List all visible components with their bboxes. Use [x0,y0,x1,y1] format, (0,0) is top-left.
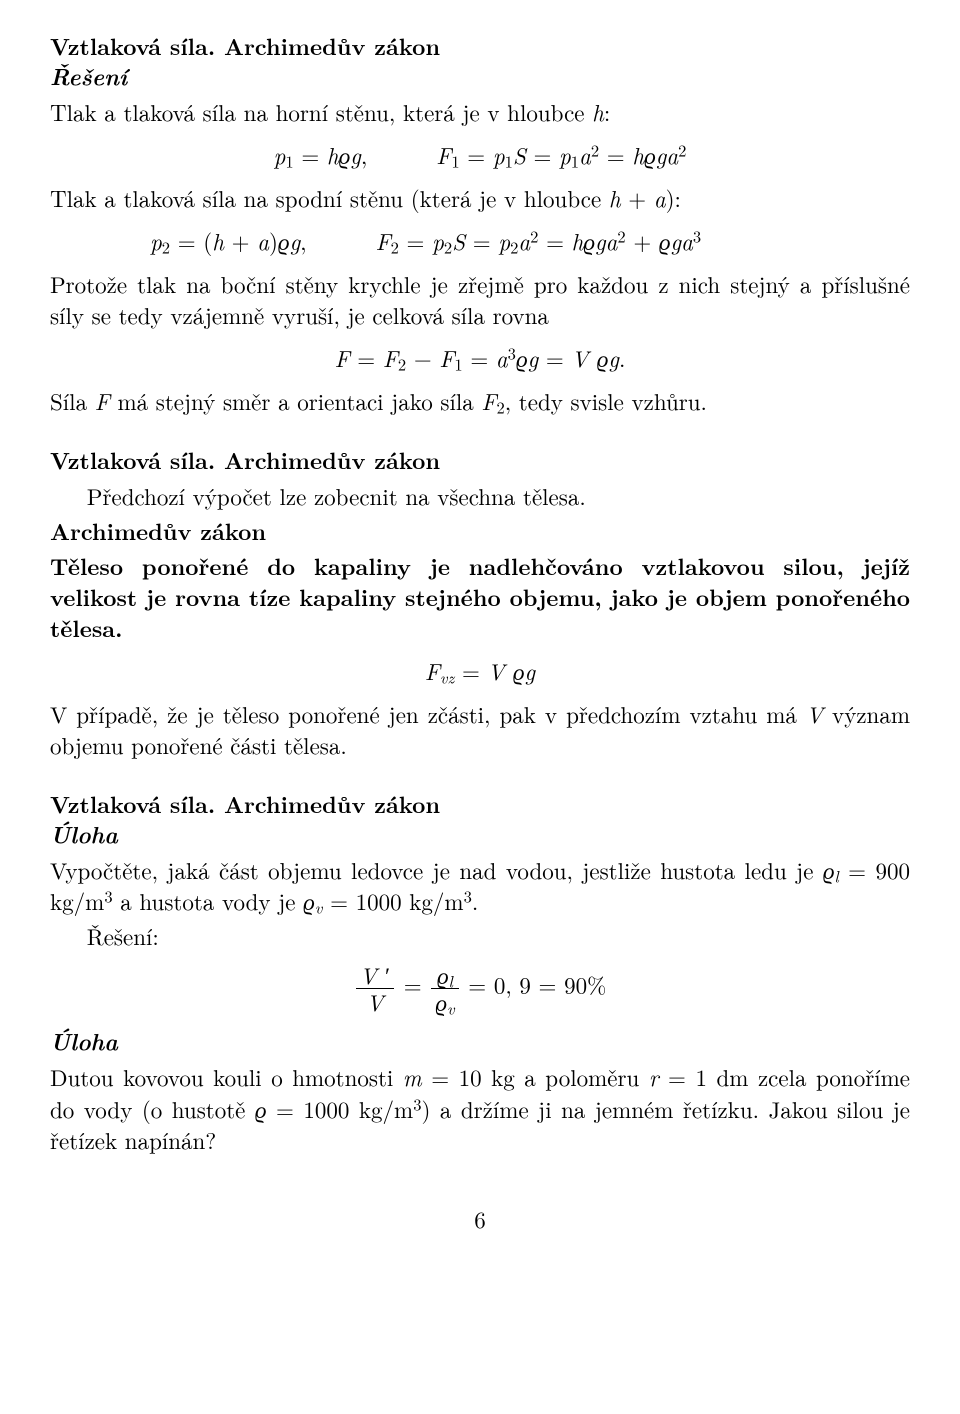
equation-p1-f1: p1 = hϱg, F1 = p1S = p1a2 = hϱga2 [50,139,910,170]
section-title: Vztlaková síla. Archimedův zákon [50,444,910,475]
uloha-heading-2: Úloha [50,1026,910,1057]
para-top-pressure: Tlak a tlaková síla na horní stěnu, kter… [50,96,910,127]
eq-rhs: = 0, 9 = 90% [468,968,606,1001]
para-hollow-sphere: Dutou kovovou kouli o hmotnosti m = 10 k… [50,1061,910,1154]
archimedes-label: Archimedův zákon [50,515,910,546]
equation-volume-ratio: V ′ V = ϱl ϱv = 0, 9 = 90% [50,963,910,1014]
section-title: Vztlaková síla. Archimedův zákon [50,30,910,61]
para-bottom-pressure: Tlak a tlaková síla na spodní stěnu (kte… [50,182,910,213]
reseni-heading: Řešení [50,61,910,92]
section-title: Vztlaková síla. Archimedův zákon [50,788,910,819]
para-direction: Síla F má stejný směr a orientaci jako s… [50,385,910,416]
reseni-label: Řešení: [50,920,910,951]
page-number: 6 [50,1203,910,1234]
equation-f-total: F = F2 − F1 = a3ϱg = V ϱg. [50,342,910,373]
text: Vypočtěte, jaká část objemu ledovce je n… [50,853,910,917]
uloha-heading: Úloha [50,819,910,850]
para-partial-submerge: V případě, že je těleso ponořené jen zčá… [50,698,910,760]
para-side-walls: Protože tlak na boční stěny krychle je z… [50,268,910,330]
text: Síla F má stejný směr a orientaci jako s… [50,384,707,417]
para-generalize: Předchozí výpočet lze zobecnit na všechn… [50,480,910,511]
text: V případě, že je těleso ponořené jen zčá… [50,697,910,761]
text: Tlak a tlaková síla na horní stěnu, kter… [50,95,610,128]
text: Tlak a tlaková síla na spodní stěnu (kte… [50,181,681,214]
equation-fvz: Fvz = V ϱg [50,655,910,686]
equation-p2-f2: p2 = (h + a)ϱg, F2 = p2S = p2a2 = hϱga2 … [150,225,910,256]
text: Dutou kovovou kouli o hmotnosti m = 10 k… [50,1060,910,1155]
archimedes-statement: Těleso ponořené do kapaliny je nadlehčov… [50,550,910,643]
para-iceberg-problem: Vypočtěte, jaká část objemu ledovce je n… [50,854,910,916]
